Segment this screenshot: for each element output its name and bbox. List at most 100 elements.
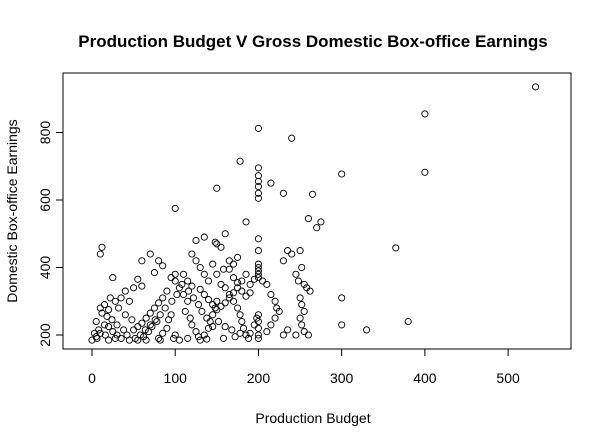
data-point: [173, 290, 181, 299]
data-point: [254, 317, 262, 326]
data-point: [234, 304, 242, 312]
y-tick-label: 200: [37, 323, 53, 347]
data-point: [300, 307, 308, 315]
data-point: [298, 301, 306, 309]
data-point: [298, 263, 306, 272]
data-point: [134, 323, 142, 331]
data-point: [108, 316, 116, 324]
data-point: [271, 314, 279, 322]
data-point: [244, 334, 253, 342]
data-point: [242, 218, 250, 226]
data-point: [228, 326, 236, 334]
y-axis-ticks: 200 400 600 800: [37, 121, 63, 347]
x-tick-label: 0: [88, 370, 96, 386]
data-point: [117, 294, 125, 302]
data-point: [298, 321, 306, 329]
data-point: [292, 270, 300, 278]
data-point: [263, 328, 271, 336]
data-point: [98, 243, 106, 251]
data-point: [181, 307, 189, 315]
data-point: [225, 294, 233, 302]
data-point: [279, 189, 287, 197]
data-point: [101, 331, 109, 339]
data-point: [184, 334, 192, 342]
data-point: [404, 317, 412, 326]
data-point: [246, 280, 254, 288]
data-point: [96, 250, 104, 258]
data-point: [125, 336, 133, 344]
data-point: [163, 287, 171, 295]
data-point: [254, 267, 262, 275]
data-point: [150, 304, 158, 312]
data-point: [238, 287, 246, 295]
data-point: [263, 280, 271, 288]
data-point: [192, 257, 200, 265]
data-point: [317, 218, 325, 226]
data-point: [200, 331, 208, 339]
data-point: [236, 157, 244, 165]
data-point: [338, 170, 346, 178]
data-point: [155, 299, 163, 307]
data-point: [254, 270, 262, 278]
x-axis-ticks: 0 100 200 300 400 500: [88, 349, 520, 386]
data-point: [171, 277, 179, 285]
data-point: [254, 164, 262, 172]
data-point: [167, 274, 175, 282]
data-point: [113, 321, 121, 329]
data-point: [100, 301, 109, 309]
y-tick-label: 400: [37, 256, 53, 280]
data-point: [259, 277, 267, 285]
data-point: [246, 289, 254, 297]
data-point: [203, 335, 211, 343]
data-point: [253, 314, 261, 322]
data-point: [421, 168, 429, 176]
data-point: [267, 179, 275, 187]
data-point: [150, 269, 158, 277]
data-point: [221, 323, 229, 331]
data-point: [254, 172, 262, 180]
data-point: [134, 275, 142, 283]
data-point: [213, 240, 221, 248]
data-point: [221, 284, 229, 292]
data-point: [254, 182, 262, 191]
data-point: [254, 235, 262, 243]
data-point: [115, 304, 123, 312]
data-point: [254, 331, 262, 339]
data-point: [146, 250, 154, 258]
data-point: [121, 311, 129, 319]
data-point: [209, 323, 217, 331]
data-point: [117, 334, 125, 342]
data-point: [246, 329, 254, 337]
data-point: [128, 316, 136, 324]
data-point: [175, 336, 183, 344]
data-point: [184, 297, 192, 305]
data-point: [125, 297, 133, 305]
x-tick-label: 100: [164, 370, 188, 386]
data-point: [242, 270, 250, 278]
data-point: [214, 317, 223, 326]
data-point: [229, 260, 238, 268]
data-point: [196, 285, 204, 293]
data-point: [254, 260, 262, 268]
data-point: [179, 270, 188, 278]
data-point: [171, 270, 179, 278]
data-point: [279, 331, 287, 339]
data-point: [146, 321, 154, 329]
data-point: [109, 274, 117, 282]
data-point: [204, 324, 213, 332]
data-point: [106, 294, 114, 302]
y-axis-label: Domestic Box-office Earnings: [4, 119, 20, 302]
data-point: [105, 336, 113, 344]
data-point: [304, 331, 312, 339]
data-point: [146, 309, 154, 317]
data-point: [267, 321, 275, 329]
data-point: [292, 331, 300, 339]
data-point: [288, 250, 296, 258]
data-point: [145, 328, 153, 336]
data-point: [155, 257, 163, 265]
data-point: [151, 316, 159, 324]
data-point: [254, 324, 262, 332]
data-point: [238, 317, 246, 326]
data-point: [217, 243, 225, 251]
